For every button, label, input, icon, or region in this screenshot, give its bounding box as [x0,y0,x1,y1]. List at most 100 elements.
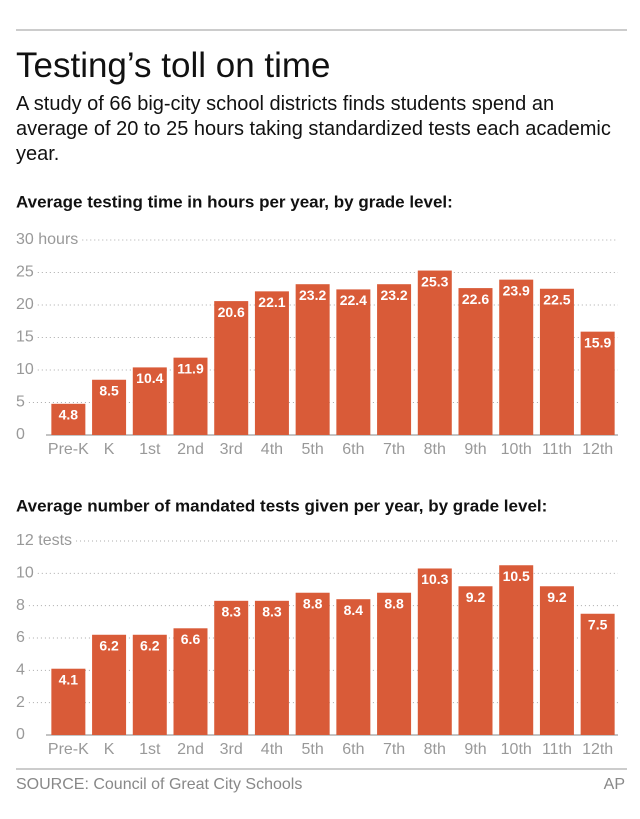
data-label: 10.3 [421,571,448,587]
bar [132,634,167,735]
x-tick-label: 12th [582,741,613,758]
x-tick-label: K [104,441,115,458]
data-label: 8.4 [344,602,364,618]
data-label: 8.5 [99,382,119,398]
data-label: 23.2 [299,287,326,303]
y-tick-label: 25 [16,264,34,281]
data-label: 4.1 [59,671,79,687]
data-label: 8.3 [221,604,241,620]
bar [51,403,86,435]
bar [377,284,412,435]
bar [92,634,127,735]
data-label: 10.4 [136,370,163,386]
data-label: 22.1 [258,294,285,310]
bar [173,628,208,735]
bar [580,331,615,435]
x-tick-label: 11th [542,441,572,458]
x-tick-label: 9th [464,441,486,458]
bar [173,357,208,435]
chart-title: Average number of mandated tests given p… [16,496,547,515]
bar [132,367,167,435]
data-label: 6.2 [140,637,160,653]
x-tick-label: 8th [424,741,446,758]
bar [458,288,493,435]
bar [336,289,371,435]
data-label: 25.3 [421,273,448,289]
bar [92,379,127,435]
data-label: 6.2 [99,637,119,653]
data-label: 7.5 [588,616,608,632]
x-tick-label: 4th [261,441,283,458]
data-label: 23.9 [503,282,530,298]
data-label: 9.2 [547,589,567,605]
x-tick-label: 7th [383,741,405,758]
bar [539,586,574,735]
y-tick-label: 2 [16,694,25,711]
x-tick-label: K [104,741,115,758]
bar [254,600,289,735]
y-tick-label: 5 [16,394,25,411]
x-tick-label: 1st [139,441,161,458]
y-tick-label: 15 [16,329,34,346]
x-tick-label: 10th [501,441,532,458]
bar [254,291,289,435]
data-label: 4.8 [59,407,79,423]
credit: AP [604,776,625,793]
bar [295,284,330,435]
source: SOURCE: Council of Great City Schools [16,776,302,793]
y-tick-label: 10 [16,361,34,378]
x-tick-label: 8th [424,441,446,458]
data-label: 8.8 [303,595,323,611]
chart-title: Average testing time in hours per year, … [16,192,453,211]
bar [539,288,574,435]
bar [499,565,534,735]
data-label: 10.5 [503,568,530,584]
data-label: 22.6 [462,291,489,307]
x-tick-label: 3rd [220,741,243,758]
bar [417,270,452,435]
x-tick-label: 5th [302,441,324,458]
bar [214,600,249,735]
y-tick-label: 8 [16,597,25,614]
data-label: 8.8 [384,595,404,611]
x-tick-label: Pre-K [48,741,89,758]
data-label: 15.9 [584,334,611,350]
x-tick-label: 6th [342,441,364,458]
x-tick-label: 11th [542,741,572,758]
bar [377,592,412,735]
x-tick-label: 5th [302,741,324,758]
y-tick-label: 0 [16,726,25,743]
x-tick-label: 4th [261,741,283,758]
x-tick-label: 12th [582,441,613,458]
x-tick-label: 2nd [177,741,204,758]
y-tick-label: 10 [16,565,34,582]
x-tick-label: 10th [501,741,532,758]
data-label: 9.2 [466,589,486,605]
x-tick-label: 9th [464,741,486,758]
data-label: 11.9 [177,360,204,376]
x-tick-label: 7th [383,441,405,458]
data-label: 6.6 [181,631,201,647]
y-tick-label: 0 [16,426,25,443]
bar [214,301,249,435]
bar [458,586,493,735]
y-tick-label: 30 hours [16,231,78,248]
subtitle: A study of 66 big-city school districts … [16,93,611,165]
x-tick-label: 2nd [177,441,204,458]
bar [499,279,534,435]
bar [336,599,371,735]
x-tick-label: 3rd [220,441,243,458]
data-label: 8.3 [262,604,282,620]
y-tick-label: 12 tests [16,532,72,549]
bar [51,668,86,735]
bar [580,613,615,735]
y-tick-label: 20 [16,296,34,313]
data-label: 23.2 [380,287,407,303]
data-label: 20.6 [218,304,245,320]
x-tick-label: Pre-K [48,441,89,458]
x-tick-label: 1st [139,741,161,758]
bar [417,568,452,735]
x-tick-label: 6th [342,741,364,758]
